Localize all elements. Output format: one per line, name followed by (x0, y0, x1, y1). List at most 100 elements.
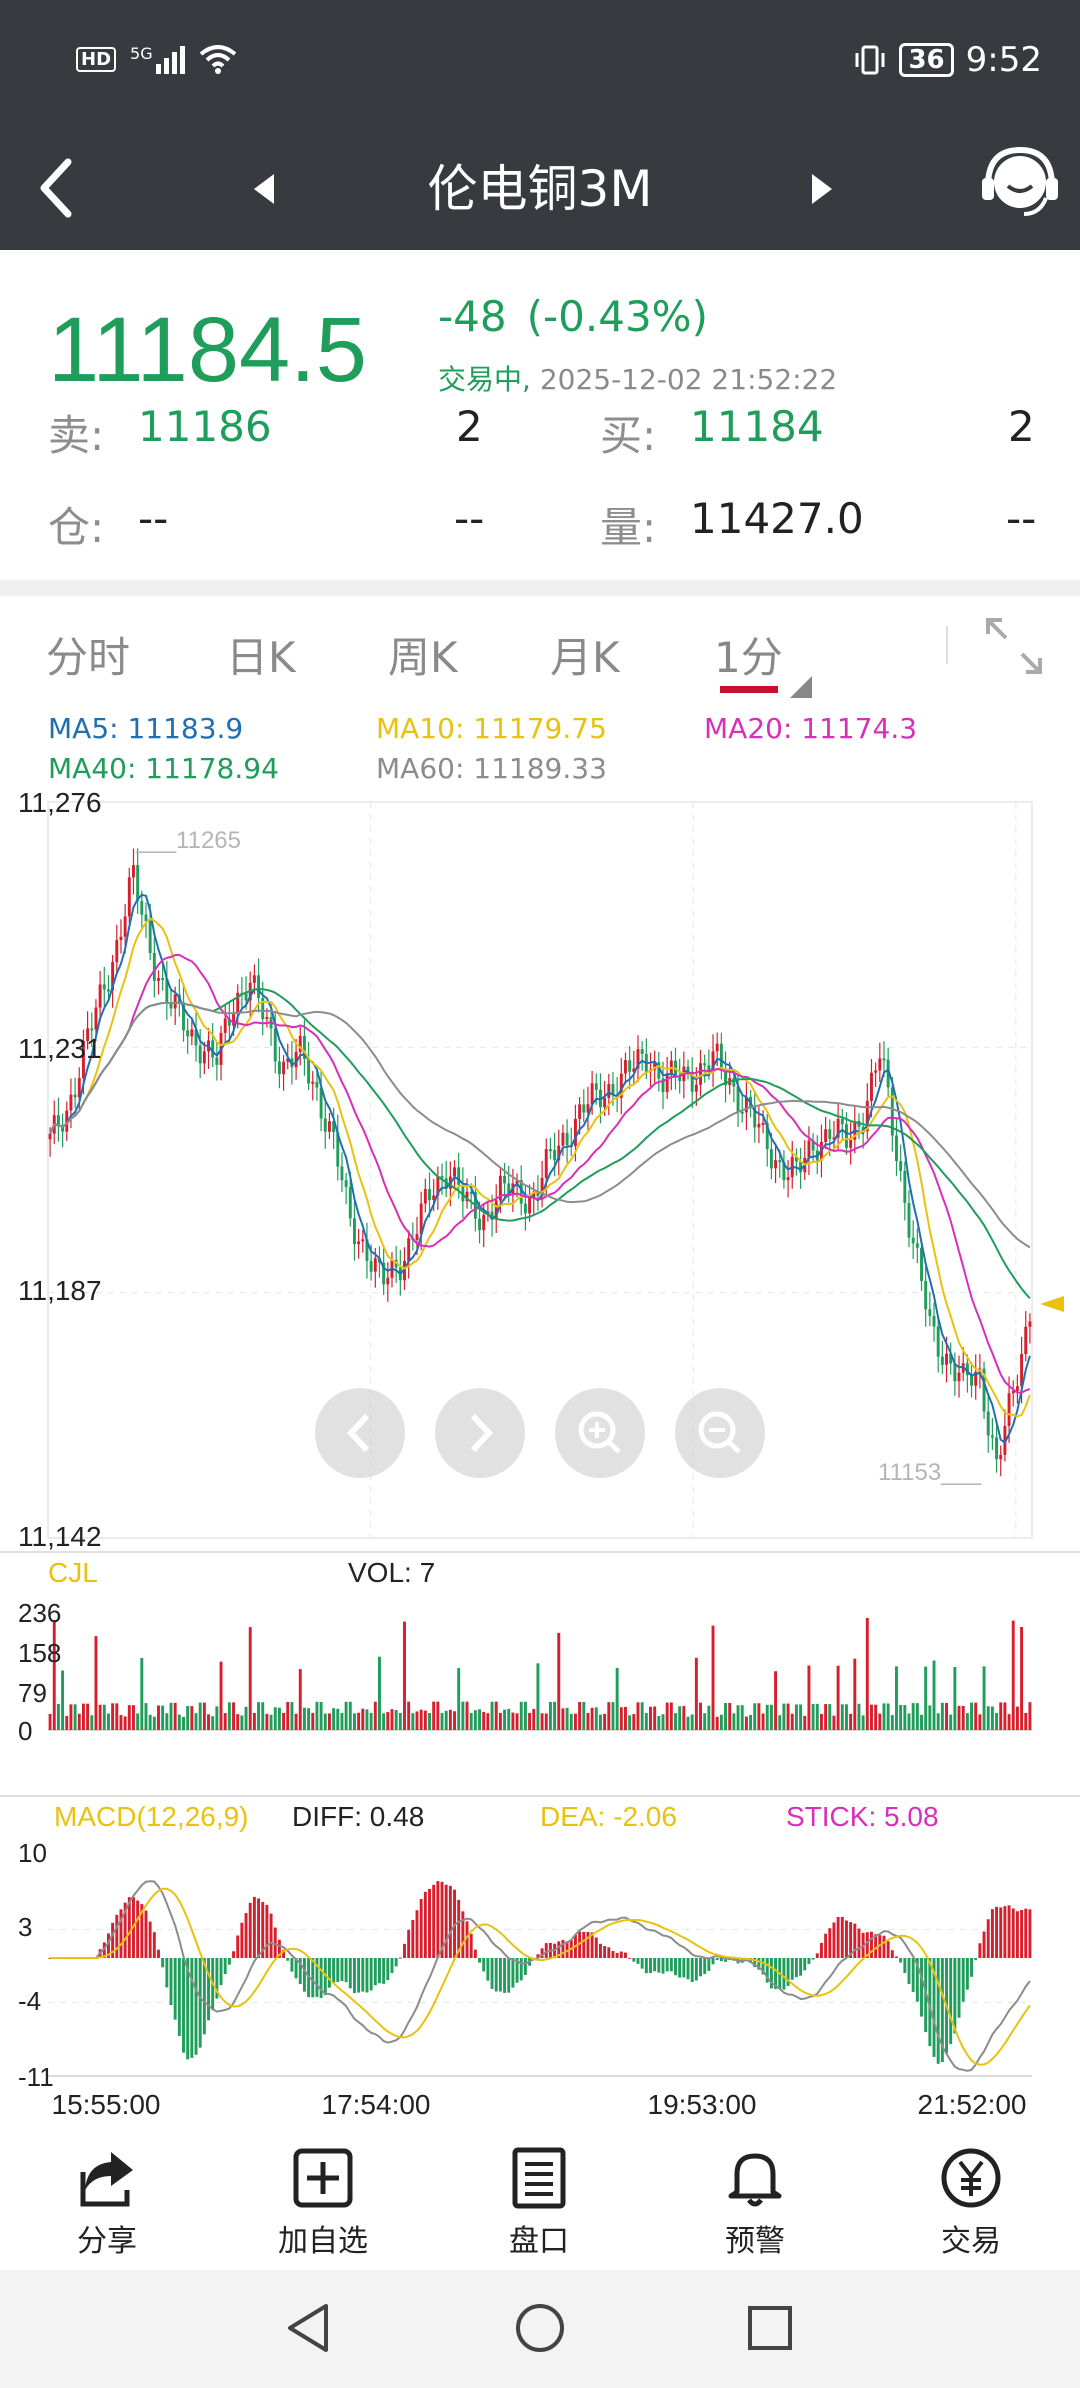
volume-bar (111, 1703, 115, 1730)
macd-tick-label: 3 (18, 1912, 32, 1942)
volume-title: CJL (48, 1557, 98, 1588)
macd-histogram-bar (1020, 1909, 1024, 1958)
volume-bar (928, 1705, 932, 1730)
previous-contract-icon[interactable] (248, 164, 278, 214)
macd-histogram-bar (615, 1953, 619, 1958)
macd-title: MACD(12,26,9) (54, 1801, 249, 1832)
volume-bar (365, 1709, 369, 1730)
zoom-out-button[interactable] (675, 1388, 765, 1478)
candle-body (1020, 1354, 1024, 1387)
macd-histogram-bar (473, 1949, 477, 1958)
volume-bar (428, 1713, 431, 1730)
fullscreen-icon[interactable] (982, 614, 1046, 678)
status-right: 36 9:52 (853, 40, 1042, 80)
macd-histogram-bar (494, 1958, 498, 1992)
tab-daily-k[interactable]: 日K (226, 633, 296, 682)
volume-bar (240, 1715, 244, 1730)
macd-histogram-bar (711, 1958, 715, 1965)
volume-bar (653, 1706, 657, 1730)
volume-bar (519, 1701, 523, 1730)
macd-histogram-bar (794, 1958, 798, 1978)
macd-histogram-bar (294, 1958, 298, 1979)
macd-histogram-bar (915, 1958, 919, 2002)
candle-body (982, 1368, 986, 1412)
macd-histogram-bar (949, 1958, 953, 2045)
system-back-icon[interactable] (280, 2300, 336, 2356)
volume-bar (478, 1709, 482, 1730)
customer-service-icon[interactable] (980, 142, 1060, 232)
system-recents-icon[interactable] (742, 2300, 798, 2356)
volume-bar (899, 1705, 903, 1730)
volume-bar (348, 1701, 352, 1730)
candle-body (703, 1063, 707, 1066)
back-arrow-icon[interactable] (28, 148, 88, 228)
next-contract-icon[interactable] (808, 164, 838, 214)
tab-weekly-k[interactable]: 周K (388, 633, 458, 682)
volume-bar (603, 1713, 607, 1730)
tab-1min[interactable]: 1分 (714, 633, 783, 682)
scroll-left-button[interactable] (315, 1388, 405, 1478)
system-home-icon[interactable] (512, 2300, 568, 2356)
candle-body (870, 1072, 873, 1101)
alert-button[interactable]: 预警 (680, 2146, 830, 2260)
volume-bar (257, 1702, 261, 1730)
volume-bar (282, 1712, 286, 1730)
trade-button[interactable]: 交易 (896, 2146, 1046, 2260)
macd-histogram-bar (261, 1902, 265, 1958)
last-price: 11184.5 (48, 299, 367, 401)
volume-bar (732, 1713, 736, 1730)
candle-body (453, 1167, 456, 1177)
macd-histogram-bar (590, 1932, 594, 1958)
macd-histogram-bar (340, 1958, 344, 1981)
volume-bar (878, 1713, 882, 1730)
macd-histogram-bar (903, 1958, 907, 1973)
macd-histogram-bar (223, 1958, 227, 1975)
add-watchlist-button[interactable]: 加自选 (248, 2146, 398, 2260)
volume-bar (223, 1713, 227, 1730)
kline-chart[interactable]: 11,276 11,231 11,187 11,142 ___11265 11153___… (0, 790, 1080, 2120)
tab-monthly-k[interactable]: 月K (550, 633, 620, 682)
zoom-in-button[interactable] (555, 1388, 645, 1478)
volume-bar (486, 1713, 490, 1730)
volume-bar (148, 1714, 152, 1730)
volume-bar (265, 1713, 269, 1730)
volume-bar (665, 1702, 669, 1730)
volume-bar (744, 1716, 748, 1730)
volume-tick-label: 158 (18, 1638, 61, 1668)
period-dropdown-icon[interactable] (790, 676, 812, 698)
volume-bar (915, 1703, 919, 1730)
macd-histogram-bar (632, 1958, 636, 1962)
order-book-button[interactable]: 盘口 (464, 2146, 614, 2260)
macd-histogram-bar (565, 1941, 569, 1958)
volume-bar (119, 1715, 123, 1730)
candle-body (98, 984, 102, 1008)
macd-tick-label: -4 (18, 1986, 41, 2016)
volume-bar (269, 1714, 273, 1730)
volume-bar (786, 1703, 790, 1730)
candle-body (611, 1084, 615, 1095)
add-watchlist-label: 加自选 (278, 2224, 368, 2259)
macd-histogram-bar (598, 1943, 602, 1958)
scroll-right-button[interactable] (435, 1388, 525, 1478)
share-button[interactable]: 分享 (32, 2146, 182, 2260)
macd-histogram-bar (102, 1942, 106, 1958)
volume-bar (448, 1709, 452, 1730)
macd-histogram-bar (603, 1946, 607, 1958)
candle-body (86, 1028, 90, 1041)
candle-body (628, 1060, 632, 1072)
candle-body (69, 1094, 73, 1111)
candle-body (457, 1167, 461, 1185)
volume-bar (61, 1670, 65, 1730)
volume-bar (286, 1701, 290, 1730)
macd-histogram-bar (123, 1902, 127, 1958)
macd-histogram-bar (874, 1934, 878, 1958)
candle-body (503, 1175, 507, 1184)
volume-bar (965, 1713, 969, 1730)
candle-body (753, 1107, 757, 1128)
tab-timeshare[interactable]: 分时 (46, 633, 131, 682)
section-divider (0, 580, 1080, 596)
candle-body (544, 1149, 548, 1178)
volume-bar (190, 1706, 194, 1730)
volume-bar (719, 1714, 723, 1730)
candle-body (590, 1083, 594, 1105)
